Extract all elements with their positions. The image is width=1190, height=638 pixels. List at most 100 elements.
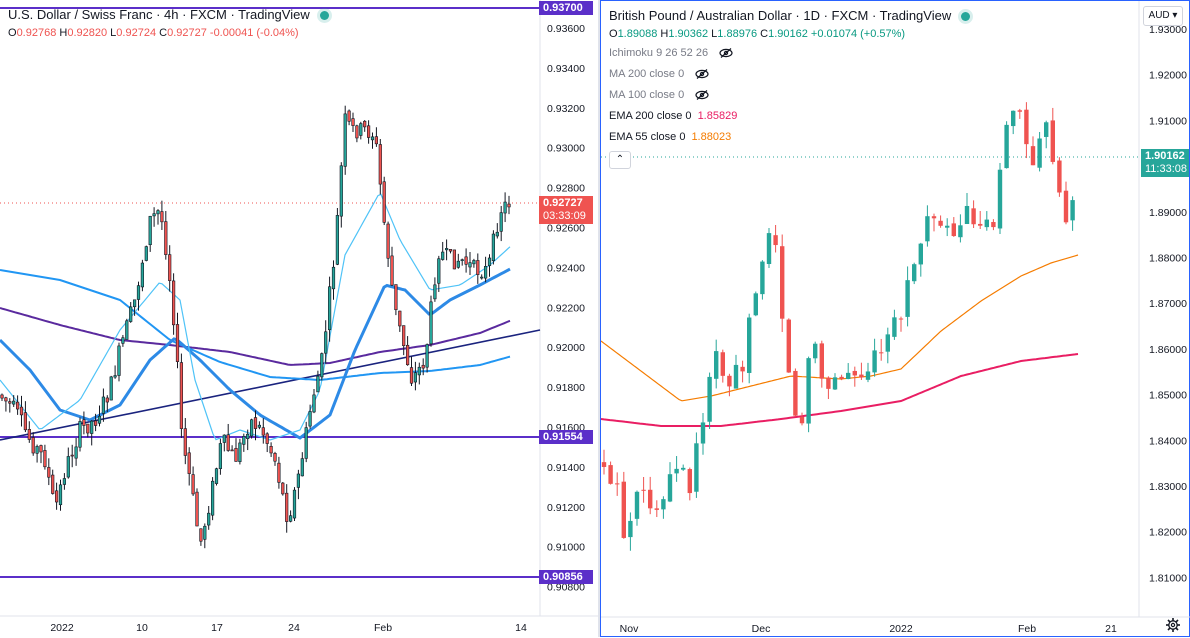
- candle-body: [31, 437, 35, 454]
- candle-body: [214, 468, 219, 484]
- left-chart-pane[interactable]: 0.93600 0.93400 0.93200 0.93000 0.92800 0.926…: [0, 0, 598, 637]
- indicator-ema200[interactable]: EMA 200 close 0 1.85829: [609, 110, 738, 122]
- candle-body: [179, 362, 184, 429]
- eye-hidden-icon[interactable]: [695, 69, 709, 80]
- candle-body: [608, 465, 613, 484]
- candle-body: [997, 169, 1003, 229]
- candle-body: [674, 468, 679, 474]
- candle-body: [1017, 110, 1022, 112]
- candle-body: [285, 492, 289, 522]
- candle-body: [859, 374, 864, 378]
- left-high: 0.92820: [67, 27, 108, 39]
- candle-body: [1070, 200, 1075, 221]
- right-time-tick: 21: [1105, 623, 1117, 635]
- left-symbol-title[interactable]: U.S. Dollar / Swiss Franc · 4h · FXCM · …: [8, 6, 329, 24]
- left-top-level-tag: 0.93700: [539, 1, 593, 15]
- right-price-tick: 1.91000: [1149, 115, 1187, 127]
- candle-body: [958, 225, 963, 238]
- eye-hidden-icon[interactable]: [695, 90, 709, 101]
- candle-body: [885, 334, 890, 352]
- right-price-tick: 1.81000: [1149, 572, 1187, 584]
- left-time-tick: Feb: [374, 622, 392, 634]
- gbpaud-chart-canvas[interactable]: 1.930001.920001.910001.900001.890001.880…: [601, 1, 1190, 638]
- candle-body: [1030, 146, 1036, 166]
- candle-body: [766, 233, 772, 265]
- candle-body: [246, 433, 250, 440]
- eye-hidden-icon[interactable]: [719, 48, 733, 59]
- candle-body: [90, 420, 94, 434]
- right-price-tick: 1.86000: [1149, 344, 1187, 356]
- left-price-tick: 0.93600: [547, 23, 585, 35]
- left-time-tick: 14: [515, 622, 527, 634]
- candle-body: [615, 483, 620, 485]
- indicator-ichimoku[interactable]: Ichimoku 9 26 52 26: [609, 43, 970, 64]
- candle-body: [47, 467, 51, 478]
- right-high: 1.90362: [668, 28, 709, 40]
- left-bottom-level-tag: 0.90856: [539, 570, 593, 584]
- candle-body: [714, 351, 719, 379]
- candle-body: [273, 453, 277, 462]
- candle-body: [687, 469, 692, 494]
- candle-body: [355, 125, 359, 139]
- right-price-tick: 1.89000: [1149, 207, 1187, 219]
- candle-body: [813, 343, 818, 359]
- candle-body: [19, 406, 24, 416]
- left-price-tick: 0.92600: [547, 223, 585, 235]
- candle-body: [74, 446, 78, 459]
- candle-body: [296, 473, 301, 488]
- candle-body: [832, 377, 838, 390]
- candle-body: [872, 350, 877, 373]
- candle-body: [898, 318, 904, 320]
- candle-body: [480, 276, 484, 279]
- candle-body: [281, 482, 285, 495]
- left-price-tick: 0.92400: [547, 262, 585, 274]
- candle-body: [499, 212, 503, 232]
- candle-body: [661, 499, 666, 510]
- left-price-tick: 0.91000: [547, 542, 585, 554]
- candle-body: [918, 243, 923, 265]
- candle-body: [487, 257, 492, 266]
- right-title-text: British Pound / Australian Dollar · 1D ·…: [609, 8, 952, 23]
- right-time-tick: Dec: [752, 623, 771, 635]
- right-symbol-title[interactable]: British Pound / Australian Dollar · 1D ·…: [609, 7, 971, 25]
- usdchf-chart-canvas[interactable]: 0.93600 0.93400 0.93200 0.93000 0.92800 0.926…: [0, 0, 598, 637]
- candle-body: [628, 520, 633, 538]
- indicator-ma100[interactable]: MA 100 close 0: [609, 85, 970, 106]
- gear-icon[interactable]: [1165, 617, 1181, 633]
- candle-body: [964, 205, 970, 224]
- candle-body: [152, 213, 156, 217]
- candle-body: [54, 490, 59, 503]
- candle-body: [27, 429, 31, 440]
- left-ma-cyan: [0, 193, 511, 441]
- candle-body: [129, 306, 133, 322]
- right-close: 1.90162: [768, 28, 808, 40]
- pane-divider[interactable]: [598, 0, 600, 637]
- candle-body: [648, 489, 653, 509]
- candle-body: [211, 480, 215, 516]
- candle-body: [452, 249, 457, 270]
- candle-body: [707, 376, 712, 422]
- candle-body: [234, 448, 238, 462]
- candle-body: [191, 474, 195, 495]
- candle-body: [991, 222, 996, 228]
- candle-body: [172, 280, 176, 326]
- candle-body: [8, 401, 12, 404]
- candle-body: [113, 375, 117, 378]
- right-low: 1.88976: [717, 28, 758, 40]
- candle-body: [444, 248, 449, 251]
- candle-body: [374, 136, 379, 145]
- collapse-legend-button[interactable]: ⌃: [609, 151, 631, 169]
- left-price-tick: 0.91200: [547, 502, 585, 514]
- indicator-ma200[interactable]: MA 200 close 0: [609, 64, 970, 85]
- ema55-value: 1.88023: [691, 131, 732, 143]
- right-current-price-tag: 1.90162 11:33:08: [1141, 149, 1189, 177]
- currency-select[interactable]: AUD ▾: [1143, 6, 1183, 26]
- indicator-ema55[interactable]: EMA 55 close 0 1.88023: [609, 131, 732, 143]
- candle-body: [304, 427, 308, 459]
- candle-body: [105, 397, 109, 403]
- candle-body: [409, 367, 414, 384]
- candle-body: [1024, 109, 1029, 145]
- candle-body: [846, 372, 851, 380]
- right-chart-pane[interactable]: 1.930001.920001.910001.900001.890001.880…: [600, 0, 1190, 637]
- candle-body: [339, 165, 343, 217]
